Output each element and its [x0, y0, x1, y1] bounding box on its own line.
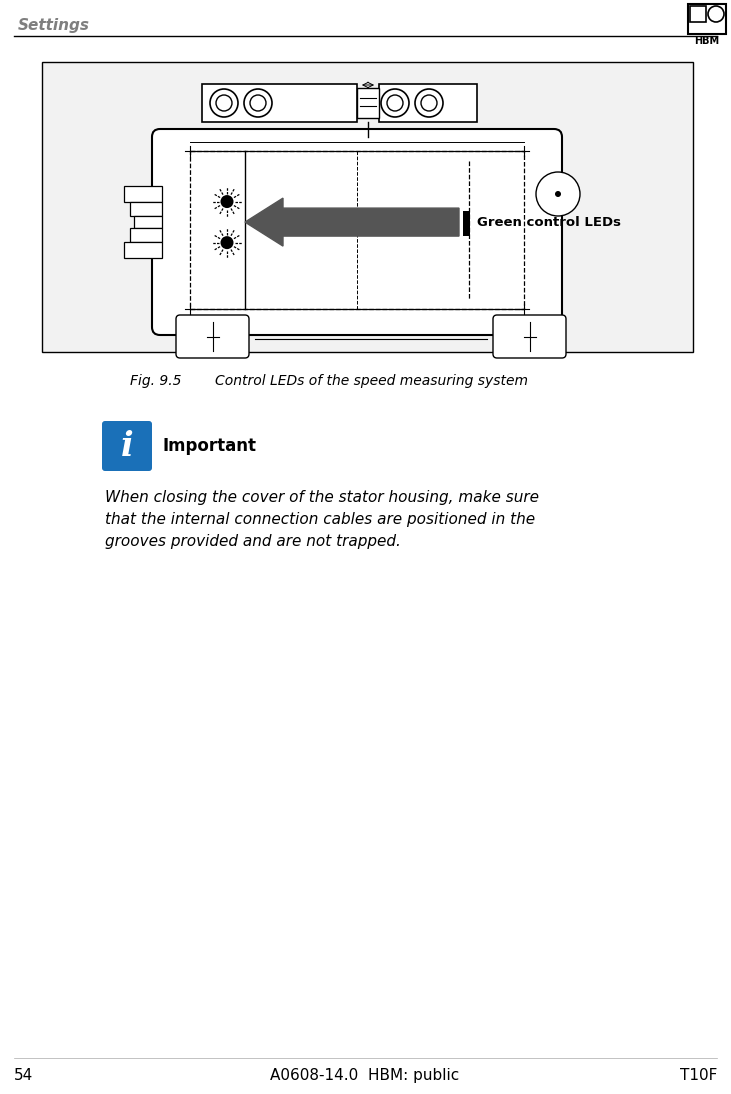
Text: Fig. 9.5: Fig. 9.5 [130, 374, 181, 388]
Bar [379, 84, 477, 123]
Circle shape [381, 89, 409, 117]
Bar [130, 228, 162, 242]
FancyBboxPatch shape [493, 315, 566, 358]
Bar [202, 84, 357, 123]
Text: When closing the cover of the stator housing, make sure: When closing the cover of the stator hou… [105, 490, 539, 505]
Text: grooves provided and are not trapped.: grooves provided and are not trapped. [105, 534, 401, 549]
Circle shape [555, 191, 561, 197]
Bar [124, 242, 162, 258]
Text: Settings: Settings [18, 18, 90, 33]
Text: Important: Important [163, 437, 257, 455]
Text: T10F: T10F [680, 1068, 717, 1083]
Bar [124, 186, 162, 202]
Bar [357, 88, 379, 118]
Text: that the internal connection cables are positioned in the: that the internal connection cables are … [105, 512, 535, 527]
Circle shape [210, 89, 238, 117]
Bar [463, 211, 470, 236]
Bar [688, 4, 726, 34]
Bar [134, 216, 162, 228]
Circle shape [536, 172, 580, 216]
Text: A0608-14.0  HBM: public: A0608-14.0 HBM: public [270, 1068, 460, 1083]
Bar [42, 62, 693, 352]
Circle shape [415, 89, 443, 117]
Circle shape [387, 95, 403, 110]
Text: 54: 54 [14, 1068, 33, 1083]
Circle shape [250, 95, 266, 110]
Text: Control LEDs of the speed measuring system: Control LEDs of the speed measuring syst… [215, 374, 528, 388]
FancyBboxPatch shape [176, 315, 249, 358]
Text: i: i [121, 431, 133, 464]
FancyBboxPatch shape [152, 129, 562, 335]
Circle shape [216, 95, 232, 110]
Bar [690, 5, 706, 22]
Circle shape [221, 236, 233, 249]
Circle shape [244, 89, 272, 117]
Bar [190, 151, 524, 309]
Text: HBM: HBM [694, 36, 719, 46]
Bar [130, 202, 162, 216]
Circle shape [421, 95, 437, 110]
Text: Green control LEDs: Green control LEDs [477, 216, 621, 229]
FancyArrow shape [245, 198, 459, 246]
Circle shape [708, 5, 724, 22]
Circle shape [221, 195, 233, 208]
FancyBboxPatch shape [102, 421, 152, 472]
